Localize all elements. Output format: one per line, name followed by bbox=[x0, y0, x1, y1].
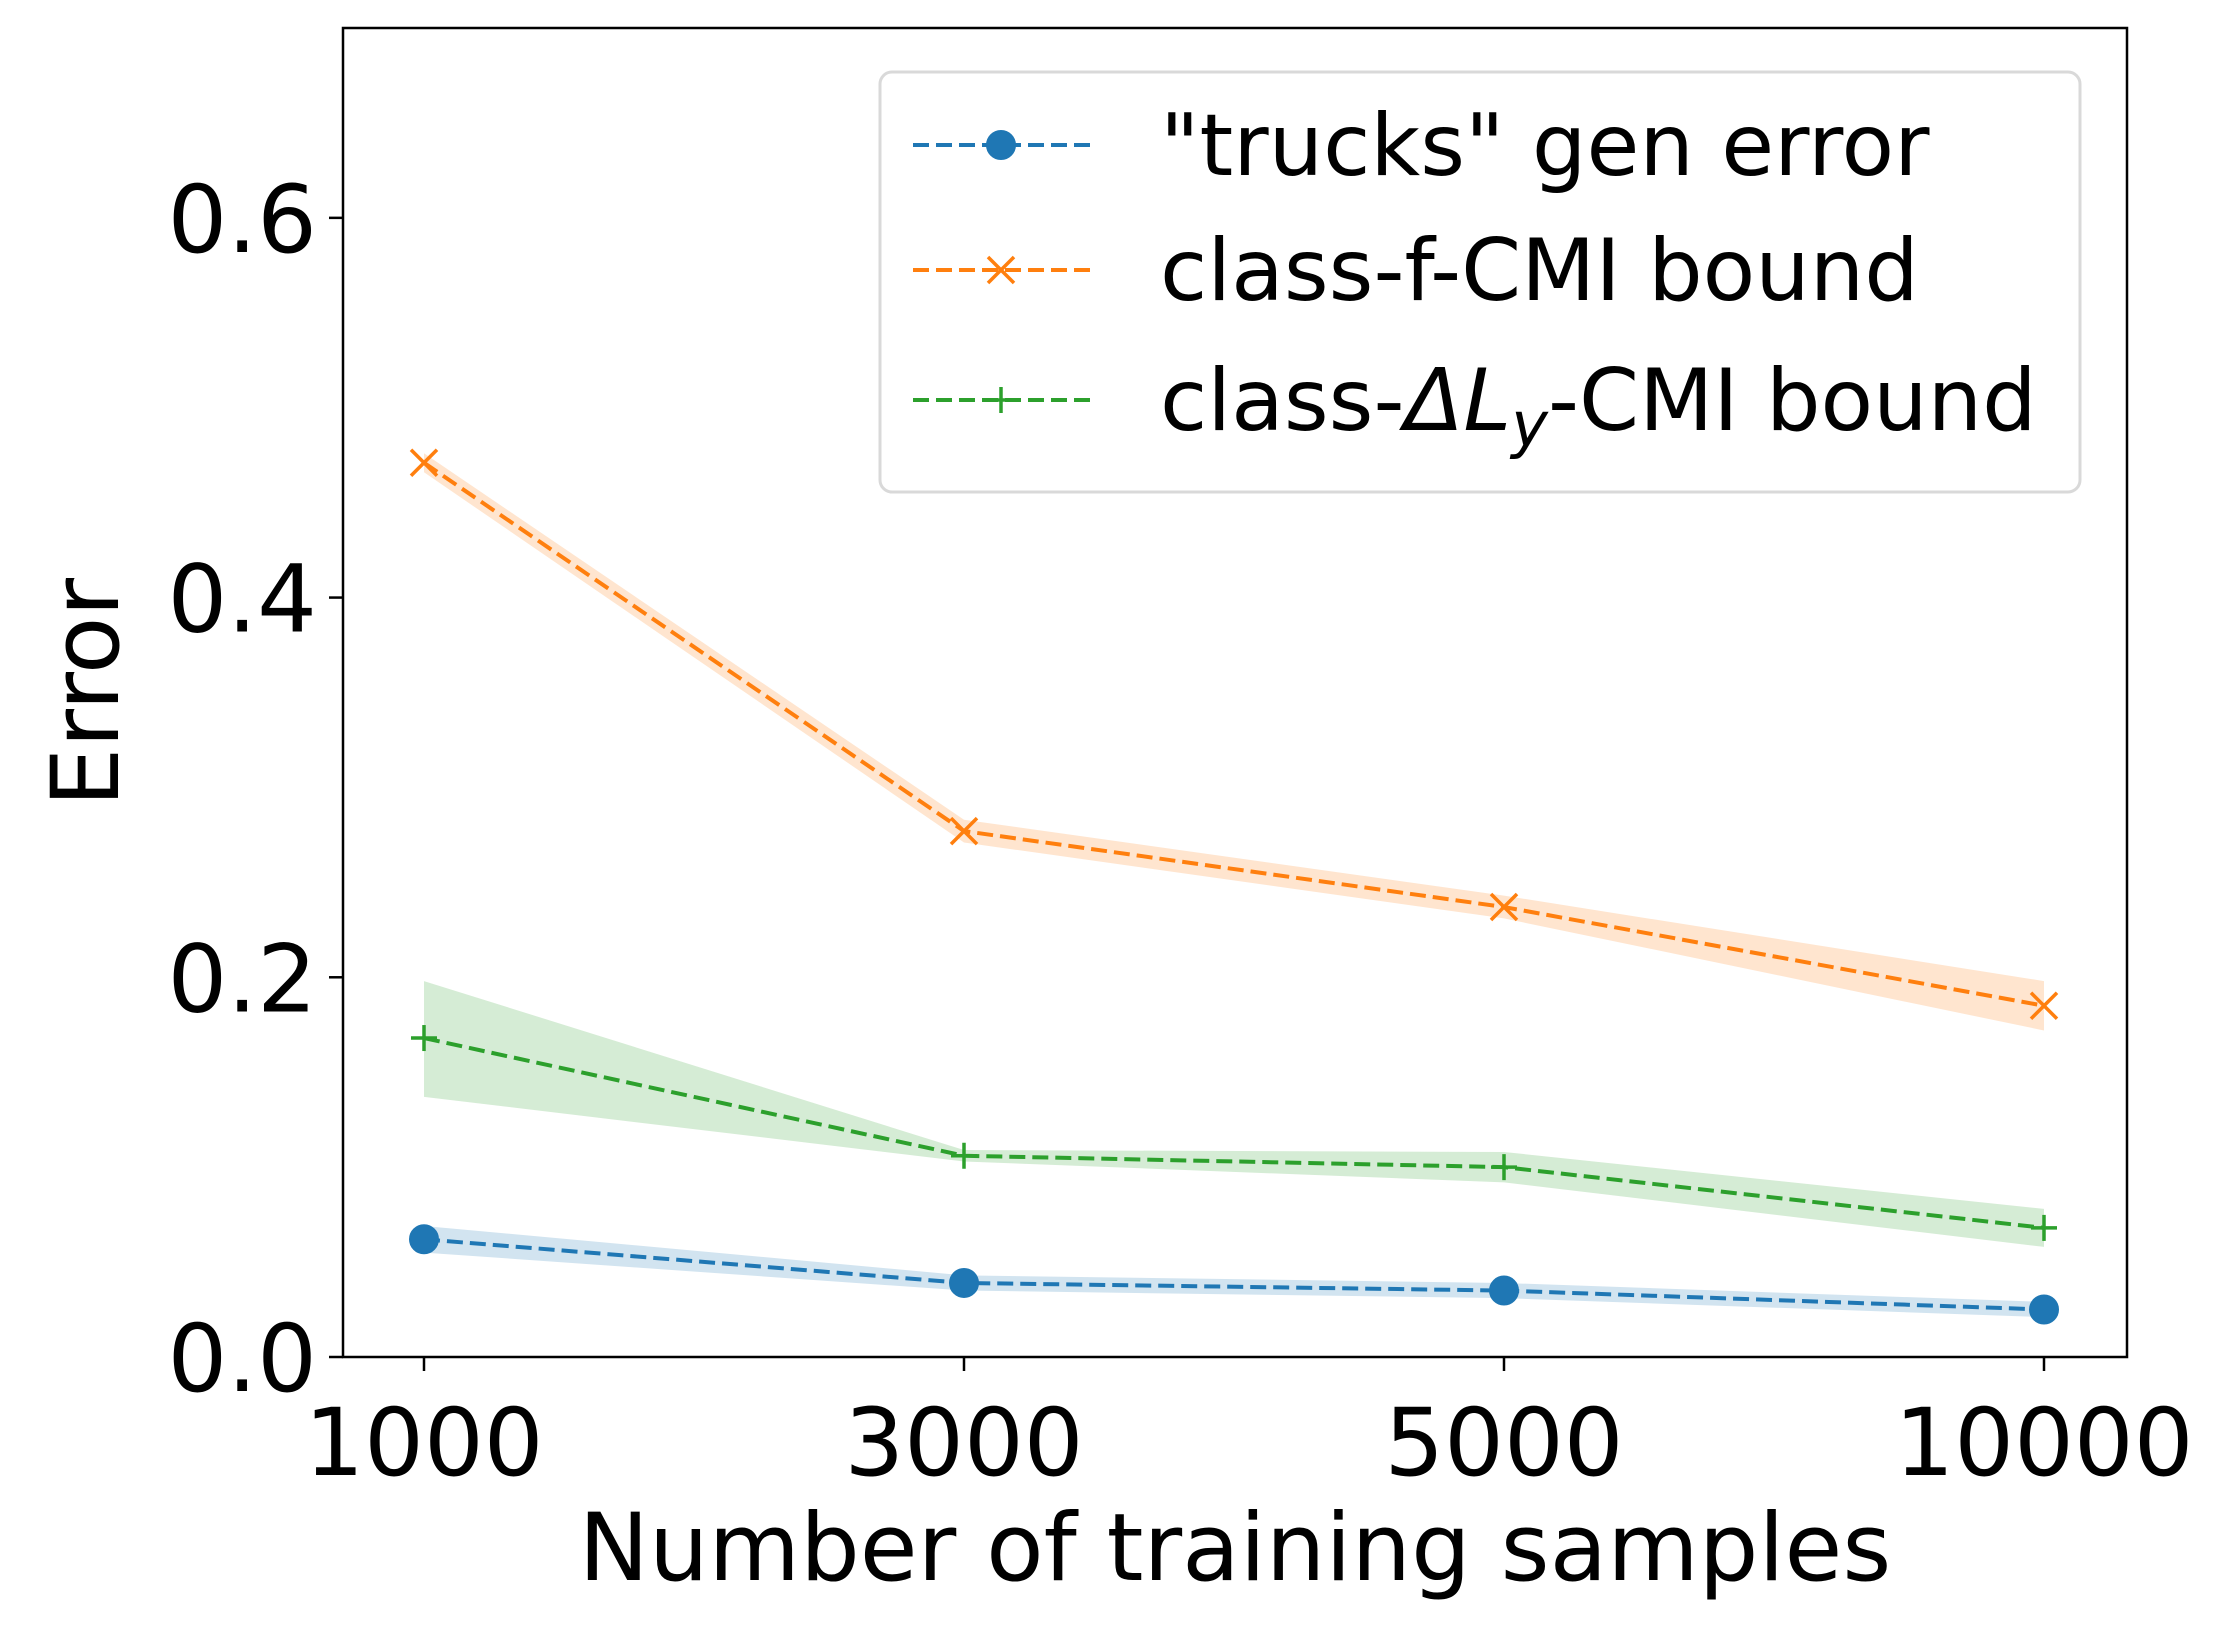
data-point-marker bbox=[2029, 991, 2059, 1021]
data-point-marker bbox=[949, 1267, 979, 1298]
y-axis-title: Error bbox=[32, 578, 141, 807]
data-point-marker bbox=[411, 1025, 437, 1052]
x-tick-label: 10000 bbox=[1894, 1389, 2193, 1498]
series-lines bbox=[422, 461, 2045, 1312]
data-point-marker bbox=[1491, 1154, 1517, 1181]
confidence-band bbox=[424, 453, 2044, 1031]
x-axis-title: Number of training samples bbox=[579, 1494, 1892, 1603]
legend-box bbox=[878, 70, 2082, 494]
data-point-marker bbox=[986, 130, 1016, 160]
legend-entry-label: class-ΔLy-CMI bound bbox=[1160, 351, 2037, 461]
data-point-marker bbox=[986, 255, 1016, 285]
legend-entry-label: class-f-CMI bound bbox=[1160, 221, 1919, 321]
y-tick-label: 0.6 bbox=[168, 166, 318, 275]
legend-label-part: -CMI bound bbox=[1548, 351, 2037, 451]
plot-area-frame bbox=[341, 26, 2129, 1359]
y-axis-ticks: 0.0 0.2 0.4 0.6 bbox=[168, 166, 343, 1414]
data-point-marker bbox=[988, 387, 1014, 413]
legend-label-part: class- bbox=[1160, 351, 1405, 451]
legend: "trucks" gen error class-f-CMI bound class… bbox=[878, 70, 2082, 494]
series-line bbox=[423, 1237, 2045, 1312]
legend-label-part: ΔL bbox=[1399, 351, 1512, 451]
series-line bbox=[423, 1036, 2045, 1230]
legend-label-subscript: y bbox=[1509, 388, 1549, 461]
data-point-marker bbox=[409, 448, 439, 478]
data-point-marker bbox=[2031, 1214, 2057, 1241]
data-point-marker bbox=[951, 1142, 977, 1169]
x-tick-label: 3000 bbox=[844, 1389, 1083, 1498]
confidence-band bbox=[424, 1225, 2044, 1318]
y-tick-label: 0.4 bbox=[168, 546, 318, 655]
series-markers bbox=[409, 448, 2059, 1325]
x-tick-label: 5000 bbox=[1384, 1389, 1623, 1498]
legend-entry-label: "trucks" gen error bbox=[1160, 96, 1930, 196]
series-line bbox=[422, 461, 2045, 1008]
data-point-marker bbox=[949, 816, 979, 846]
x-tick-label: 1000 bbox=[304, 1389, 543, 1498]
x-axis-ticks: 1000 3000 5000 10000 bbox=[304, 1357, 2194, 1498]
y-tick-label: 0.0 bbox=[168, 1305, 318, 1414]
data-point-marker bbox=[2029, 1294, 2059, 1325]
data-point-marker bbox=[409, 1224, 439, 1255]
data-point-marker bbox=[1489, 892, 1519, 922]
y-tick-label: 0.2 bbox=[168, 925, 318, 1034]
data-point-marker bbox=[1489, 1275, 1519, 1306]
